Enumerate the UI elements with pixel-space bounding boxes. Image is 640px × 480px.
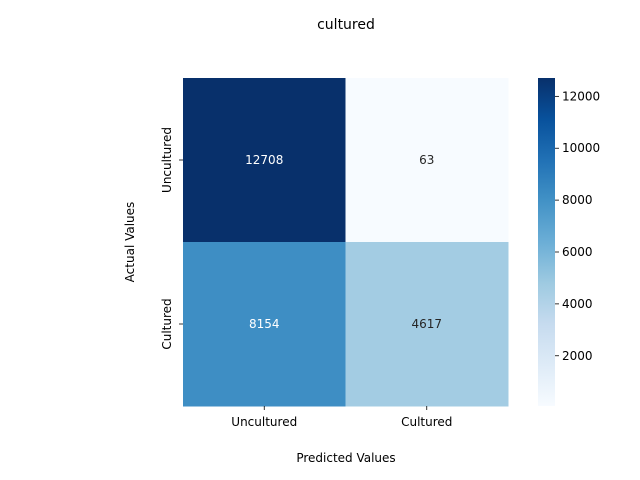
colorbar-ticks: 2000 4000 6000 8000 10000 12000 [555,89,600,363]
cell-value-label: 12708 [245,153,283,167]
y-axis-ticks: Uncultured Cultured [160,127,183,350]
heatmap-cell [183,78,346,243]
heatmap-cell [345,242,509,407]
heatmap-cells: 12708 63 8154 4617 [183,78,509,407]
y-axis-label: Actual Values [123,202,137,283]
colorbar-tick-label: 8000 [562,193,593,207]
colorbar-tick-label: 2000 [562,349,593,363]
x-tick-label: Uncultured [231,415,297,429]
y-tick-label: Uncultured [160,127,174,193]
colorbar-tick-label: 12000 [562,89,600,103]
cell-value-label: 63 [419,153,434,167]
heatmap-cell [345,78,509,243]
chart-title: cultured [317,17,375,33]
x-axis-label: Predicted Values [296,451,395,465]
colorbar [538,78,555,406]
x-axis-ticks: Uncultured Cultured [231,406,452,429]
y-tick-label: Cultured [160,298,174,349]
colorbar-tick-label: 6000 [562,245,593,259]
x-tick-label: Cultured [401,415,452,429]
cell-value-label: 4617 [411,317,442,331]
cell-value-label: 8154 [249,317,280,331]
heatmap-cell [183,242,346,407]
colorbar-tick-label: 4000 [562,297,593,311]
colorbar-tick-label: 10000 [562,141,600,155]
